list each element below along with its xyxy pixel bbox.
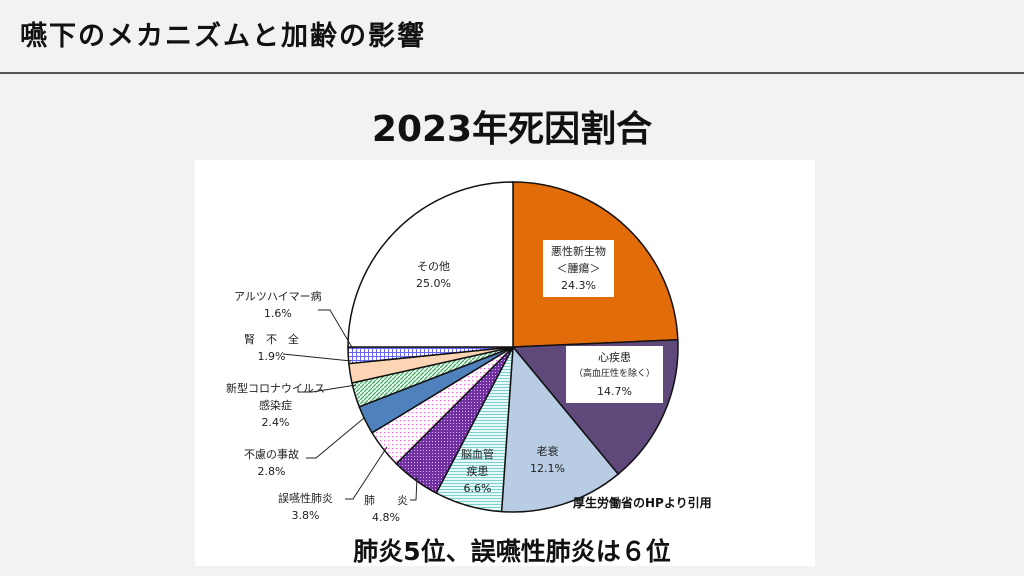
label-text: 悪性新生物 xyxy=(551,245,606,258)
chart-title: 2023年死因割合 xyxy=(371,109,653,150)
label-value: 12.1% xyxy=(530,462,565,475)
label-text: 新型コロナウイルス xyxy=(226,382,325,395)
source-note: 厚生労働省のHPより引用 xyxy=(573,496,712,510)
label-value: 1.9% xyxy=(257,350,286,363)
label-value: 4.8% xyxy=(372,511,400,524)
label-value: 14.7% xyxy=(597,385,632,398)
label-value: 2.4% xyxy=(261,416,290,429)
label-text: 老衰 xyxy=(536,445,559,458)
label-cerebrovascular: 脳血管 疾患 6.6% xyxy=(461,446,494,497)
label-sub: 疾患 xyxy=(466,465,489,478)
label-sub: 感染症 xyxy=(259,399,292,412)
pie-slice-10 xyxy=(347,181,514,348)
label-sub: ＜腫瘍＞ xyxy=(556,262,601,275)
label-text: 心疾患 xyxy=(598,351,631,364)
label-value: 2.8% xyxy=(257,465,286,478)
label-value: 25.0% xyxy=(416,277,451,290)
slide-title: 嚥下のメカニズムと加齢の影響 xyxy=(20,21,426,52)
label-kidney: 腎 不 全 1.9% xyxy=(244,331,299,365)
label-covid: 新型コロナウイルス 感染症 2.4% xyxy=(226,380,325,431)
label-pneumonia: 肺 炎 4.8% xyxy=(364,492,408,526)
label-text: アルツハイマー病 xyxy=(234,290,322,303)
label-text: 肺 炎 xyxy=(364,494,408,507)
label-value: 24.3% xyxy=(561,279,596,292)
label-text: 腎 不 全 xyxy=(244,333,299,346)
leader-lines xyxy=(282,309,418,501)
label-cancer: 悪性新生物 ＜腫瘍＞ 24.3% xyxy=(543,240,614,297)
label-text: 誤嚥性肺炎 xyxy=(278,492,333,505)
label-value: 3.8% xyxy=(291,509,320,522)
slide-caption: 肺炎5位、誤嚥性肺炎は６位 xyxy=(353,537,671,566)
label-heart: 心疾患 （高血圧性を除く） 14.7% xyxy=(566,346,664,403)
label-text: その他 xyxy=(416,260,450,273)
label-senility: 老衰 12.1% xyxy=(530,443,565,477)
title-divider xyxy=(0,72,1024,74)
label-text: 不慮の事故 xyxy=(244,448,299,461)
label-aspiration-pneumonia: 誤嚥性肺炎 3.8% xyxy=(278,490,333,524)
pie-slice-2 xyxy=(500,345,620,513)
label-other: その他 25.0% xyxy=(416,258,451,292)
label-text: 脳血管 xyxy=(461,448,494,461)
label-value: 1.6% xyxy=(263,307,292,320)
label-alzheimer: アルツハイマー病 1.6% xyxy=(234,288,322,322)
label-sub: （高血圧性を除く） xyxy=(574,369,656,379)
label-value: 6.6% xyxy=(463,482,492,495)
label-accident: 不慮の事故 2.8% xyxy=(244,446,299,480)
